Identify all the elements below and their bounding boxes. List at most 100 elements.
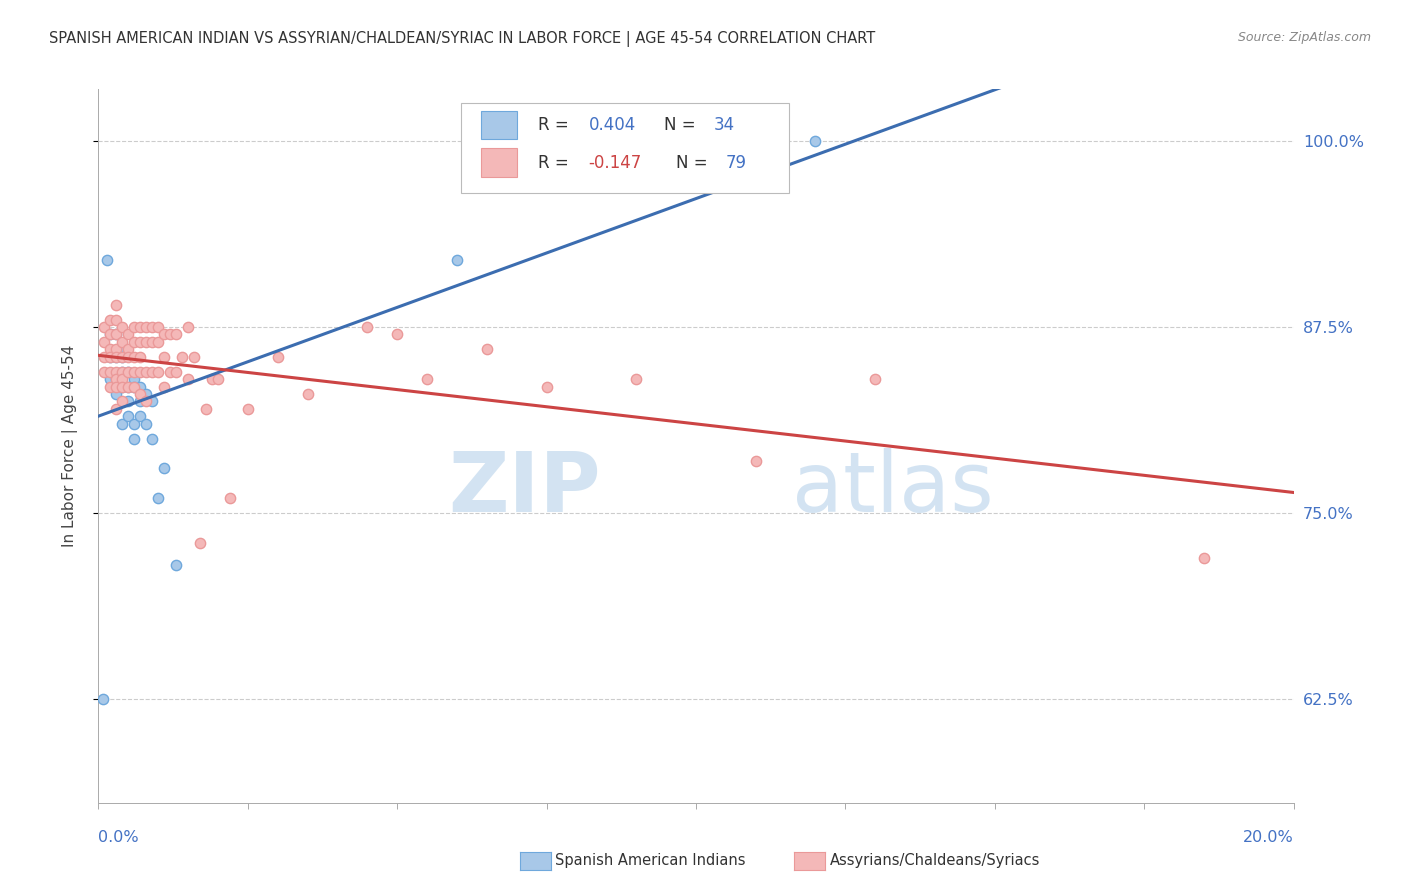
Point	[105, 312, 128, 326]
Point	[117, 365, 139, 379]
Text: N =: N =	[664, 116, 700, 134]
Point	[129, 350, 152, 364]
Point	[105, 350, 128, 364]
Point	[105, 372, 128, 386]
Point	[148, 365, 170, 379]
Point	[91, 691, 114, 706]
Point	[100, 327, 122, 342]
Point	[105, 327, 128, 342]
Point	[111, 365, 134, 379]
Point	[105, 401, 128, 416]
Point	[141, 394, 163, 409]
Point	[141, 365, 163, 379]
Point	[111, 343, 134, 357]
Point	[385, 327, 409, 342]
Point	[165, 365, 187, 379]
Point	[93, 350, 115, 364]
Point	[536, 379, 558, 393]
Point	[117, 379, 139, 393]
Point	[124, 350, 146, 364]
Point	[159, 365, 181, 379]
Point	[129, 409, 152, 424]
Point	[177, 372, 200, 386]
Point	[105, 387, 128, 401]
Point	[129, 365, 152, 379]
Point	[93, 365, 115, 379]
Point	[129, 394, 152, 409]
Point	[117, 350, 139, 364]
Point	[117, 394, 139, 409]
Point	[111, 334, 134, 349]
Point	[207, 372, 229, 386]
FancyBboxPatch shape	[461, 103, 789, 193]
Point	[100, 343, 122, 357]
Point	[188, 535, 211, 549]
Point	[1192, 550, 1215, 565]
Point	[111, 417, 134, 431]
Point	[100, 365, 122, 379]
Point	[267, 350, 290, 364]
Point	[172, 350, 194, 364]
Point	[111, 379, 134, 393]
Point	[111, 379, 134, 393]
Point	[100, 372, 122, 386]
Point	[148, 320, 170, 334]
Point	[111, 320, 134, 334]
Point	[129, 320, 152, 334]
Text: Spanish American Indians: Spanish American Indians	[555, 854, 745, 868]
Point	[297, 387, 319, 401]
Point	[117, 409, 139, 424]
Point	[177, 320, 200, 334]
Point	[153, 327, 176, 342]
Point	[105, 365, 128, 379]
Point	[135, 387, 157, 401]
Text: R =: R =	[538, 116, 574, 134]
Point	[165, 558, 187, 572]
Point	[148, 491, 170, 505]
Point	[124, 365, 146, 379]
Point	[105, 327, 128, 342]
Point	[117, 343, 139, 357]
Point	[626, 372, 648, 386]
Point	[111, 372, 134, 386]
Point	[201, 372, 224, 386]
Point	[124, 432, 146, 446]
Point	[356, 320, 378, 334]
Point	[135, 394, 157, 409]
Point	[93, 334, 115, 349]
Point	[135, 365, 157, 379]
Point	[865, 372, 887, 386]
Point	[159, 327, 181, 342]
Text: R =: R =	[538, 153, 574, 171]
Point	[117, 327, 139, 342]
Point	[135, 334, 157, 349]
Point	[148, 334, 170, 349]
Point	[219, 491, 242, 505]
Text: 0.404: 0.404	[588, 116, 636, 134]
Point	[117, 379, 139, 393]
Point	[111, 350, 134, 364]
Point	[105, 350, 128, 364]
Text: SPANISH AMERICAN INDIAN VS ASSYRIAN/CHALDEAN/SYRIAC IN LABOR FORCE | AGE 45-54 C: SPANISH AMERICAN INDIAN VS ASSYRIAN/CHAL…	[49, 31, 876, 47]
Text: Assyrians/Chaldeans/Syriacs: Assyrians/Chaldeans/Syriacs	[830, 854, 1040, 868]
Point	[93, 320, 115, 334]
Point	[105, 298, 128, 312]
Point	[135, 320, 157, 334]
Point	[100, 379, 122, 393]
Point	[183, 350, 205, 364]
Point	[135, 417, 157, 431]
Point	[111, 365, 134, 379]
Point	[124, 379, 146, 393]
Text: Source: ZipAtlas.com: Source: ZipAtlas.com	[1237, 31, 1371, 45]
Point	[124, 320, 146, 334]
Point	[129, 387, 152, 401]
Point	[100, 350, 122, 364]
Point	[236, 401, 259, 416]
Point	[96, 253, 118, 268]
Point	[153, 461, 176, 475]
Point	[165, 327, 187, 342]
Point	[124, 372, 146, 386]
Text: 34: 34	[714, 116, 735, 134]
Point	[141, 320, 163, 334]
Point	[804, 134, 827, 148]
